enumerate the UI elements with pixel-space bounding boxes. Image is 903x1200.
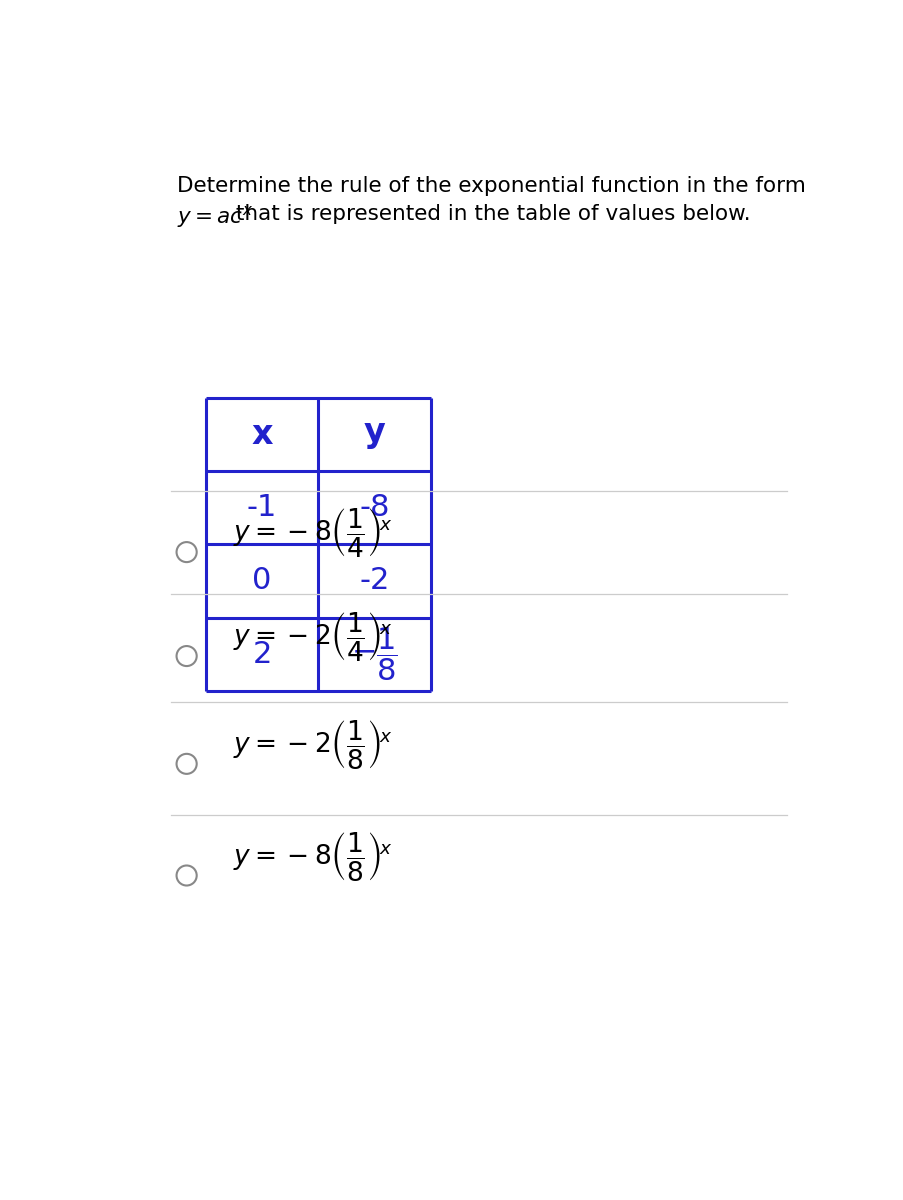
Text: $y = ac^x$: $y = ac^x$ <box>176 204 253 230</box>
Text: -1: -1 <box>247 493 277 522</box>
Circle shape <box>176 865 197 886</box>
Text: -8: -8 <box>358 493 389 522</box>
Text: $y = -8\left(\dfrac{1}{8}\right)^{\!x}$: $y = -8\left(\dfrac{1}{8}\right)^{\!x}$ <box>233 829 392 883</box>
Text: that is represented in the table of values below.: that is represented in the table of valu… <box>229 204 750 224</box>
Text: $\mathbf{y}$: $\mathbf{y}$ <box>363 418 386 451</box>
Text: 2: 2 <box>252 640 272 668</box>
Text: Determine the rule of the exponential function in the form: Determine the rule of the exponential fu… <box>176 176 805 197</box>
Text: $y = -2\left(\dfrac{1}{4}\right)^{\!x}$: $y = -2\left(\dfrac{1}{4}\right)^{\!x}$ <box>233 611 392 664</box>
Text: $y = -2\left(\dfrac{1}{8}\right)^{\!x}$: $y = -2\left(\dfrac{1}{8}\right)^{\!x}$ <box>233 718 392 772</box>
Text: 0: 0 <box>252 566 272 595</box>
Circle shape <box>176 754 197 774</box>
Text: $\mathbf{x}$: $\mathbf{x}$ <box>250 418 274 451</box>
Circle shape <box>176 542 197 562</box>
Text: $y = -8\left(\dfrac{1}{4}\right)^{\!x}$: $y = -8\left(\dfrac{1}{4}\right)^{\!x}$ <box>233 506 392 559</box>
Circle shape <box>176 646 197 666</box>
Text: $-\dfrac{1}{8}$: $-\dfrac{1}{8}$ <box>350 625 397 683</box>
Text: -2: -2 <box>359 566 389 595</box>
